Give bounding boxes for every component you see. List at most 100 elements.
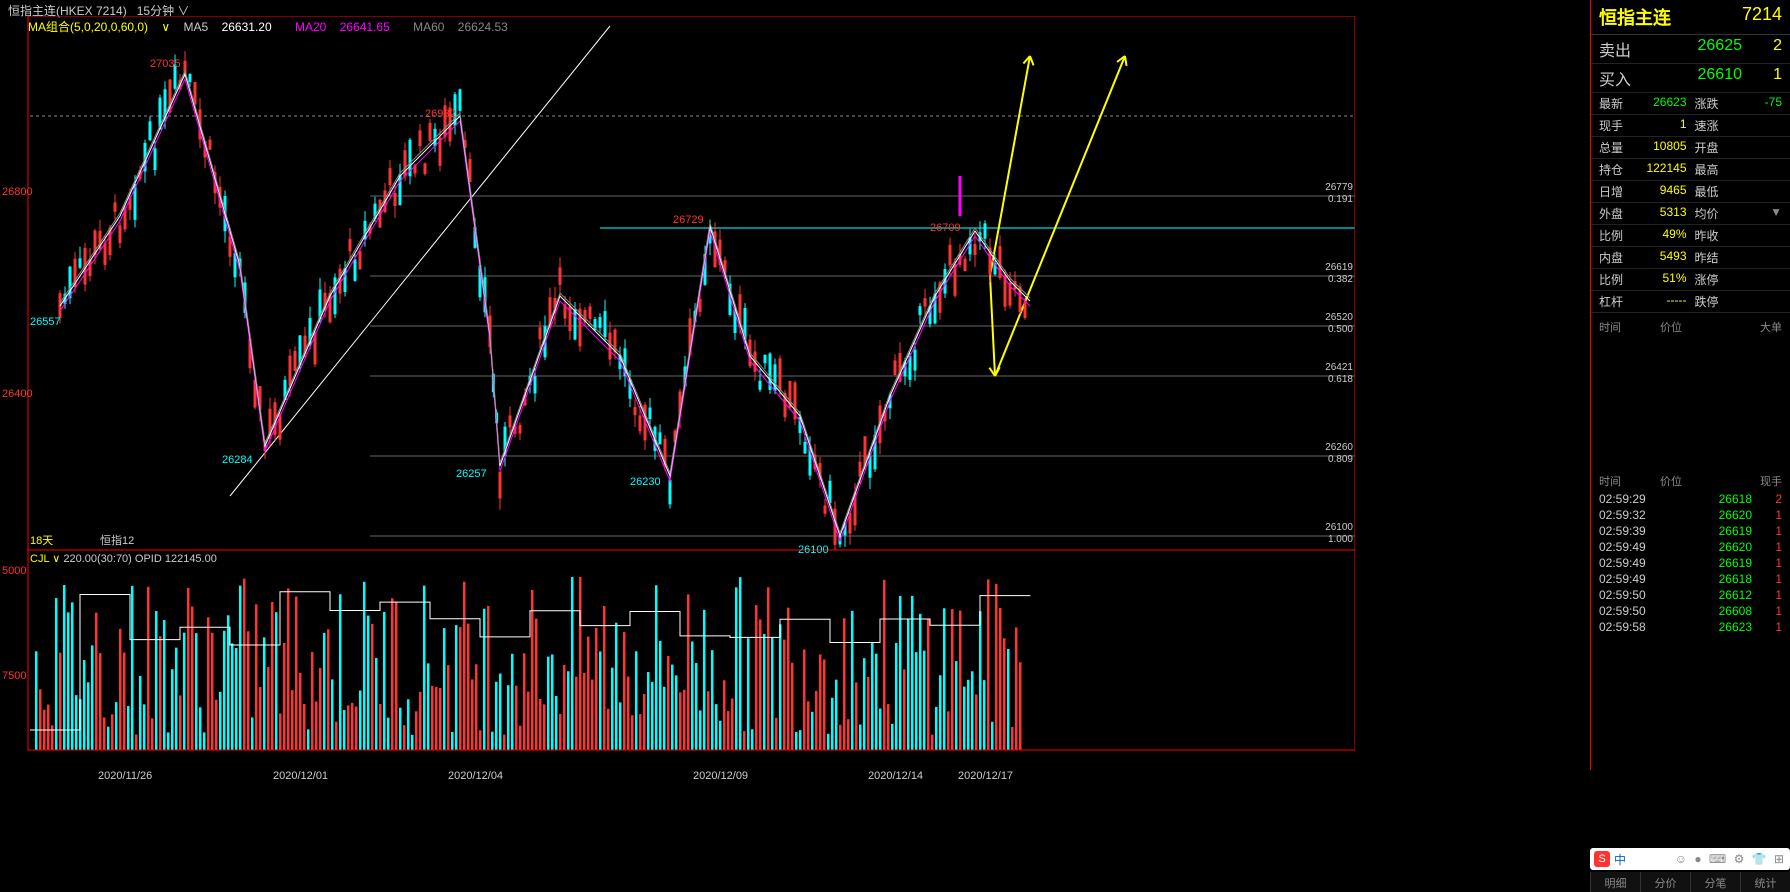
quote-row: 比例51%涨停 xyxy=(1591,269,1790,291)
chart-header: 恒指主连(HKEX 7214) 15分钟 ∨ xyxy=(0,0,1790,16)
days-label: 18天 xyxy=(30,532,53,548)
trade-row: 02:59:49266181 xyxy=(1591,571,1790,587)
trade-time: 02:59:49 xyxy=(1599,556,1669,570)
field-value: ----- xyxy=(1631,293,1687,310)
field-value-2 xyxy=(1727,139,1783,156)
col-time: 时间 xyxy=(1599,473,1660,489)
trade-time: 02:59:49 xyxy=(1599,540,1669,554)
trade-time: 02:59:49 xyxy=(1599,572,1669,586)
field-label-2: 涨跌 xyxy=(1695,95,1727,112)
trade-time: 02:59:58 xyxy=(1599,620,1669,634)
field-label-2: 最低 xyxy=(1695,183,1727,200)
field-value: 51% xyxy=(1631,271,1687,288)
field-value-2: ▼ xyxy=(1727,205,1783,222)
field-label-2: 开盘 xyxy=(1695,139,1727,156)
trade-price: 26619 xyxy=(1669,524,1752,538)
quote-row: 持仓122145 最高 xyxy=(1591,159,1790,181)
field-label-2: 最高 xyxy=(1695,161,1727,178)
field-value-2 xyxy=(1727,293,1783,310)
trade-time: 02:59:39 xyxy=(1599,524,1669,538)
quote-row: 现手1 速涨 xyxy=(1591,115,1790,137)
trade-row: 02:59:58266231 xyxy=(1591,619,1790,635)
field-value-2 xyxy=(1727,271,1783,288)
quote-row: 杠杆----- 跌停 xyxy=(1591,291,1790,313)
field-value-2 xyxy=(1727,117,1783,134)
quote-row: 外盘5313均价▼ xyxy=(1591,203,1790,225)
quote-row: 比例49%昨收 xyxy=(1591,225,1790,247)
panel-title: 恒指主连 7214 xyxy=(1591,0,1790,35)
date-axis: 2020/11/262020/12/012020/12/042020/12/09… xyxy=(28,770,1355,790)
field-value: 122145 xyxy=(1631,161,1687,178)
field-value-2 xyxy=(1727,161,1783,178)
trade-row: 02:59:50266081 xyxy=(1591,603,1790,619)
trade-row: 02:59:39266191 xyxy=(1591,523,1790,539)
col-price: 价位 xyxy=(1660,473,1721,489)
bid-price: 26610 xyxy=(1631,66,1742,90)
trade-row: 02:59:32266201 xyxy=(1591,507,1790,523)
field-label-2: 昨结 xyxy=(1695,249,1727,266)
tab-分笔[interactable]: 分笔 xyxy=(1690,872,1740,892)
col-price: 价位 xyxy=(1660,319,1721,335)
field-value-2 xyxy=(1727,183,1783,200)
col-time: 时间 xyxy=(1599,319,1660,335)
trade-qty: 1 xyxy=(1752,604,1782,618)
ime-icons[interactable]: ☺ ● ⌨ ⚙ 👕 ⊞ xyxy=(1675,852,1786,866)
ask-row: 卖出 26625 2 xyxy=(1591,35,1790,64)
ime-mode[interactable]: 中 xyxy=(1614,851,1626,868)
field-label: 现手 xyxy=(1599,117,1631,134)
trade-price: 26620 xyxy=(1669,508,1752,522)
detail-tabs[interactable]: 明细分价分笔统计 xyxy=(1590,872,1790,892)
ask-qty: 2 xyxy=(1742,37,1782,61)
trade-time: 02:59:29 xyxy=(1599,492,1669,506)
field-value-2 xyxy=(1727,249,1783,266)
trade-row: 02:59:49266201 xyxy=(1591,539,1790,555)
tab-统计[interactable]: 统计 xyxy=(1740,872,1790,892)
field-label: 杠杆 xyxy=(1599,293,1631,310)
side-panel: 恒指主连 7214 卖出 26625 2 买入 26610 1 最新26623涨… xyxy=(1590,0,1790,770)
col-qty: 现手 xyxy=(1721,473,1782,489)
trade-row: 02:59:50266121 xyxy=(1591,587,1790,603)
field-label: 外盘 xyxy=(1599,205,1631,222)
trade-row: 02:59:29266182 xyxy=(1591,491,1790,507)
trade-qty: 1 xyxy=(1752,508,1782,522)
field-value: 5313 xyxy=(1631,205,1687,222)
tab-明细[interactable]: 明细 xyxy=(1590,872,1640,892)
trades-header: 时间 价位 大单 xyxy=(1591,317,1790,337)
ask-label: 卖出 xyxy=(1599,37,1631,61)
field-value: 26623 xyxy=(1631,95,1687,112)
tab-分价[interactable]: 分价 xyxy=(1640,872,1690,892)
field-label: 持仓 xyxy=(1599,161,1631,178)
price-chart[interactable]: 2680026400 267790.191266190.382265200.50… xyxy=(0,16,1355,550)
field-label-2: 跌停 xyxy=(1695,293,1727,310)
trade-qty: 1 xyxy=(1752,556,1782,570)
field-label: 比例 xyxy=(1599,227,1631,244)
field-value: 10805 xyxy=(1631,139,1687,156)
trade-price: 26619 xyxy=(1669,556,1752,570)
hs-label: 恒指12 xyxy=(100,532,134,548)
volume-chart[interactable]: CJL ∨ 220.00(30:70) OPID 122145.00 50007… xyxy=(0,550,1355,770)
field-label: 总量 xyxy=(1599,139,1631,156)
quote-row: 内盘5493昨结 xyxy=(1591,247,1790,269)
trade-price: 26623 xyxy=(1669,620,1752,634)
field-label: 最新 xyxy=(1599,95,1631,112)
trade-qty: 1 xyxy=(1752,572,1782,586)
field-label: 内盘 xyxy=(1599,249,1631,266)
bid-row: 买入 26610 1 xyxy=(1591,64,1790,93)
quote-row: 最新26623 涨跌-75 xyxy=(1591,93,1790,115)
symbol-code: 7214 xyxy=(1742,4,1782,25)
field-label-2: 速涨 xyxy=(1695,117,1727,134)
ime-logo-icon[interactable]: S xyxy=(1594,851,1610,867)
field-value: 1 xyxy=(1631,117,1687,134)
ime-toolbar[interactable]: S 中 ☺ ● ⌨ ⚙ 👕 ⊞ xyxy=(1590,848,1790,870)
symbol-name: 恒指主连 xyxy=(1599,8,1671,28)
field-value-2: -75 xyxy=(1727,95,1783,112)
trade-qty: 1 xyxy=(1752,540,1782,554)
trade-qty: 1 xyxy=(1752,524,1782,538)
volume-svg xyxy=(0,550,1355,770)
col-qty: 大单 xyxy=(1721,319,1782,335)
field-label: 比例 xyxy=(1599,271,1631,288)
trade-qty: 2 xyxy=(1752,492,1782,506)
trade-qty: 1 xyxy=(1752,588,1782,602)
trade-row: 02:59:49266191 xyxy=(1591,555,1790,571)
quote-row: 总量10805 开盘 xyxy=(1591,137,1790,159)
